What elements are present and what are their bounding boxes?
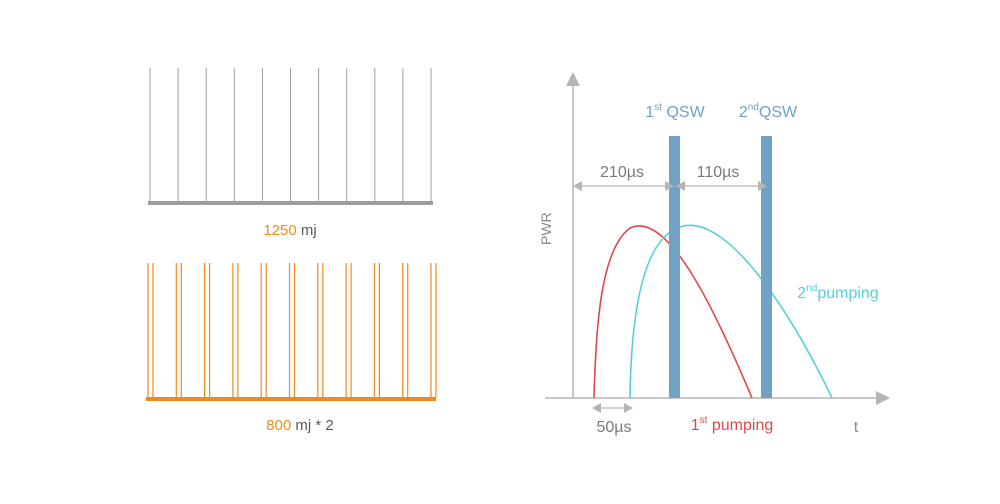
x-axis-arrow-icon [876,391,890,405]
orange-energy-unit: mj * 2 [291,417,334,434]
interval-1-label: 210µs [600,164,644,181]
interval-1-right-arrowhead-icon [665,181,674,191]
offset-right-arrowhead-icon [624,403,633,413]
second-pumping-curve [629,224,833,399]
orange-pulse-train [147,263,437,397]
y-axis-arrow-icon [566,72,580,86]
orange-baseline [146,397,436,401]
first-pumping-curve [593,225,753,399]
offset-left-arrowhead-icon [592,403,601,413]
grey-energy-value: 1250 [263,222,296,239]
second-qsw-bar [761,136,772,398]
first-qsw-bar [669,136,680,398]
first-qsw-label: 1st QSW [645,102,705,121]
second-qsw-label: 2ndQSW [739,102,798,121]
y-axis-label: PWR [538,212,554,245]
interval-1-left-arrowhead-icon [573,181,582,191]
interval-2-label: 110µs [697,164,740,181]
grey-energy-unit: mj [297,222,317,239]
first-pumping-label: 1st pumping [691,415,774,434]
grey-pulse-train [149,68,432,201]
orange-energy-label: 800 mj * 2 [266,417,334,434]
x-axis-label: t [854,419,859,436]
interval-2-left-arrowhead-icon [676,181,685,191]
second-pumping-label: 2ndpumping [797,283,878,302]
offset-label: 50µs [596,419,631,436]
grey-energy-label: 1250 mj [263,222,316,239]
interval-2-right-arrowhead-icon [758,181,767,191]
orange-energy-value: 800 [266,417,291,434]
grey-baseline [148,201,433,205]
